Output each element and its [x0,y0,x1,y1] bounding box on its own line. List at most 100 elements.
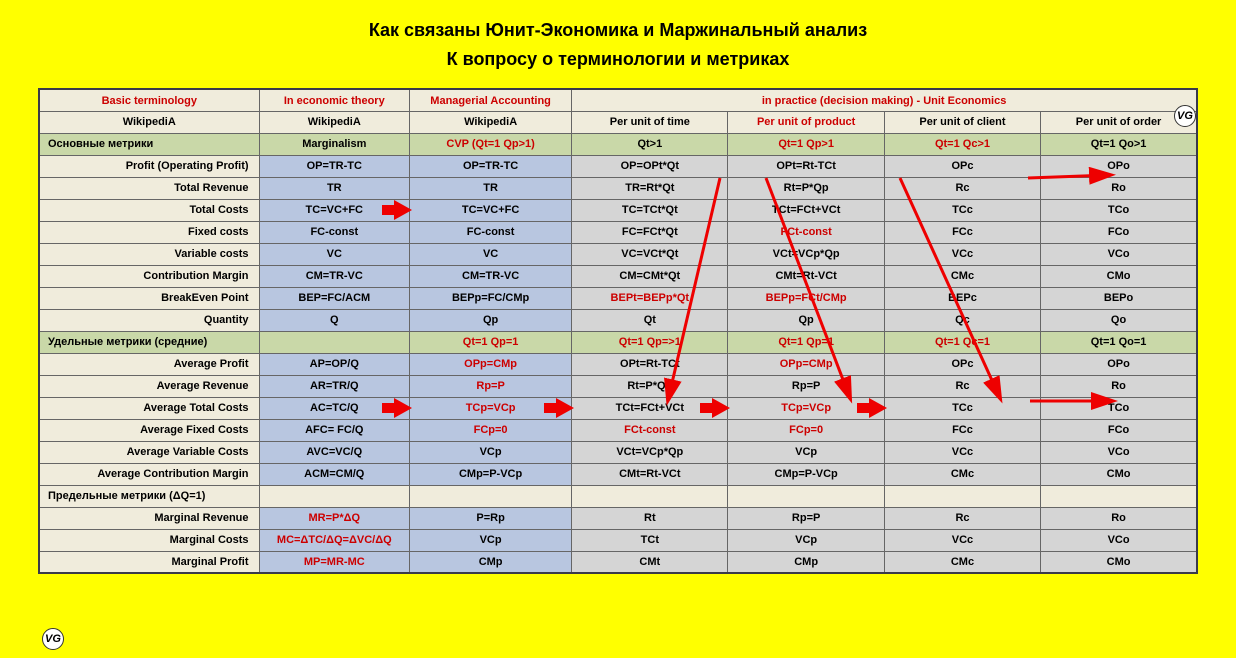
section-row: Удельные метрики (средние)Qt=1 Qp=1Qt=1 … [39,331,1197,353]
table-row: Average Contribution MarginACM=CM/QCMp=P… [39,463,1197,485]
cell: Ro [1041,177,1197,199]
hdr-basic: Basic terminology [39,89,259,111]
cell: FCt-const [572,419,728,441]
cell: Qp [728,309,884,331]
cell: VCo [1041,441,1197,463]
cell: CMo [1041,265,1197,287]
row-label: Profit (Operating Profit) [39,155,259,177]
hdr-econ: In economic theory [259,89,410,111]
cell: OPt=Rt-TCt [572,353,728,375]
hdr2-3: Per unit of time [572,111,728,133]
cell: Rc [884,177,1040,199]
cell: AP=OP/Q [259,353,410,375]
table-body: Основные метрикиMarginalismCVP (Qt=1 Qp>… [39,133,1197,573]
cell: OPp=CMp [728,353,884,375]
section-sub: Qt=1 Qp=1 [410,331,572,353]
table-row: Total CostsTC=VC+FCTC=VC+FCTC=TCt*QtTCt=… [39,199,1197,221]
table-row: Contribution MarginCM=TR-VCCM=TR-VCCM=CM… [39,265,1197,287]
page-container: Как связаны Юнит-Экономика и Маржинальны… [0,0,1236,582]
hdr2-4: Per unit of product [728,111,884,133]
cell: OPo [1041,155,1197,177]
cell: FC-const [259,221,410,243]
cell: Ro [1041,375,1197,397]
cell: OP=OPt*Qt [572,155,728,177]
table-row: Fixed costsFC-constFC-constFC=FCt*QtFCt-… [39,221,1197,243]
cell: OPp=CMp [410,353,572,375]
cell: CMo [1041,463,1197,485]
cell: Rt [572,507,728,529]
hdr2-5: Per unit of client [884,111,1040,133]
cell: VCo [1041,243,1197,265]
row-label: Fixed costs [39,221,259,243]
cell: FC-const [410,221,572,243]
section-row: Основные метрикиMarginalismCVP (Qt=1 Qp>… [39,133,1197,155]
cell: MP=MR-MC [259,551,410,573]
cell: Ro [1041,507,1197,529]
row-label: Average Total Costs [39,397,259,419]
cell: VCp [410,529,572,551]
cell: FCo [1041,221,1197,243]
section-sub [259,331,410,353]
cell: CM=TR-VC [259,265,410,287]
row-label: Marginal Revenue [39,507,259,529]
cell: VCt=VCp*Qp [572,441,728,463]
row-label: Total Costs [39,199,259,221]
section-sub [572,485,728,507]
cell: TR [410,177,572,199]
cell: AFC= FC/Q [259,419,410,441]
table-row: Variable costsVCVCVC=VCt*QtVCt=VCp*QpVCc… [39,243,1197,265]
cell: Qp [410,309,572,331]
table-row: Marginal ProfitMP=MR-MCCMpCMtCMpCMcCMo [39,551,1197,573]
cell: CMt [572,551,728,573]
row-label: Total Revenue [39,177,259,199]
cell: CMt=Rt-VCt [728,265,884,287]
row-label: Average Fixed Costs [39,419,259,441]
section-sub: Qt=1 Qp=1 [728,331,884,353]
cell: Rp=P [410,375,572,397]
cell: VCp [728,529,884,551]
cell: TCt=FCt+VCt [728,199,884,221]
hdr-practice: in practice (decision making) - Unit Eco… [572,89,1197,111]
title-line-2: К вопросу о терминологии и метриках [38,45,1198,74]
cell: BEPp=FC/CMp [410,287,572,309]
section-row: Предельные метрики (ΔQ=1) [39,485,1197,507]
cell: BEPo [1041,287,1197,309]
section-sub [259,485,410,507]
cell: Rp=P [728,507,884,529]
cell: MC=ΔTC/ΔQ=ΔVC/ΔQ [259,529,410,551]
table-row: Average Total CostsAC=TC/QTCp=VCpTCt=FCt… [39,397,1197,419]
hdr2-0: WikipediA [39,111,259,133]
row-label: BreakEven Point [39,287,259,309]
section-sub: Qt=1 Qp>1 [728,133,884,155]
section-label: Основные метрики [39,133,259,155]
section-sub: Qt=1 Qo=1 [1041,331,1197,353]
cell: VCp [728,441,884,463]
cell: CM=CMt*Qt [572,265,728,287]
cell: VCc [884,243,1040,265]
cell: VC [259,243,410,265]
row-label: Contribution Margin [39,265,259,287]
cell: TC=TCt*Qt [572,199,728,221]
table-row: Average RevenueAR=TR/QRp=PRt=P*QpRp=PRcR… [39,375,1197,397]
section-sub: Qt=1 Qp=>1 [572,331,728,353]
cell: MR=P*ΔQ [259,507,410,529]
cell: FCp=0 [728,419,884,441]
title-block: Как связаны Юнит-Экономика и Маржинальны… [38,12,1198,78]
cell: Qo [1041,309,1197,331]
cell: Qt [572,309,728,331]
cell: VC [410,243,572,265]
arrow-right-icon [712,398,730,418]
table-row: Marginal RevenueMR=P*ΔQP=RpRtRp=PRcRo [39,507,1197,529]
cell: TCt [572,529,728,551]
cell: CMc [884,265,1040,287]
arrow-right-icon [556,398,574,418]
cell: OPo [1041,353,1197,375]
cell: VCo [1041,529,1197,551]
cell: TCc [884,199,1040,221]
cell: BEP=FC/ACM [259,287,410,309]
cell: VC=VCt*Qt [572,243,728,265]
cell: VCc [884,529,1040,551]
table-row: Average ProfitAP=OP/QOPp=CMpOPt=Rt-TCtOP… [39,353,1197,375]
cell: OPc [884,155,1040,177]
vg-badge-bottom: VG [42,628,64,650]
